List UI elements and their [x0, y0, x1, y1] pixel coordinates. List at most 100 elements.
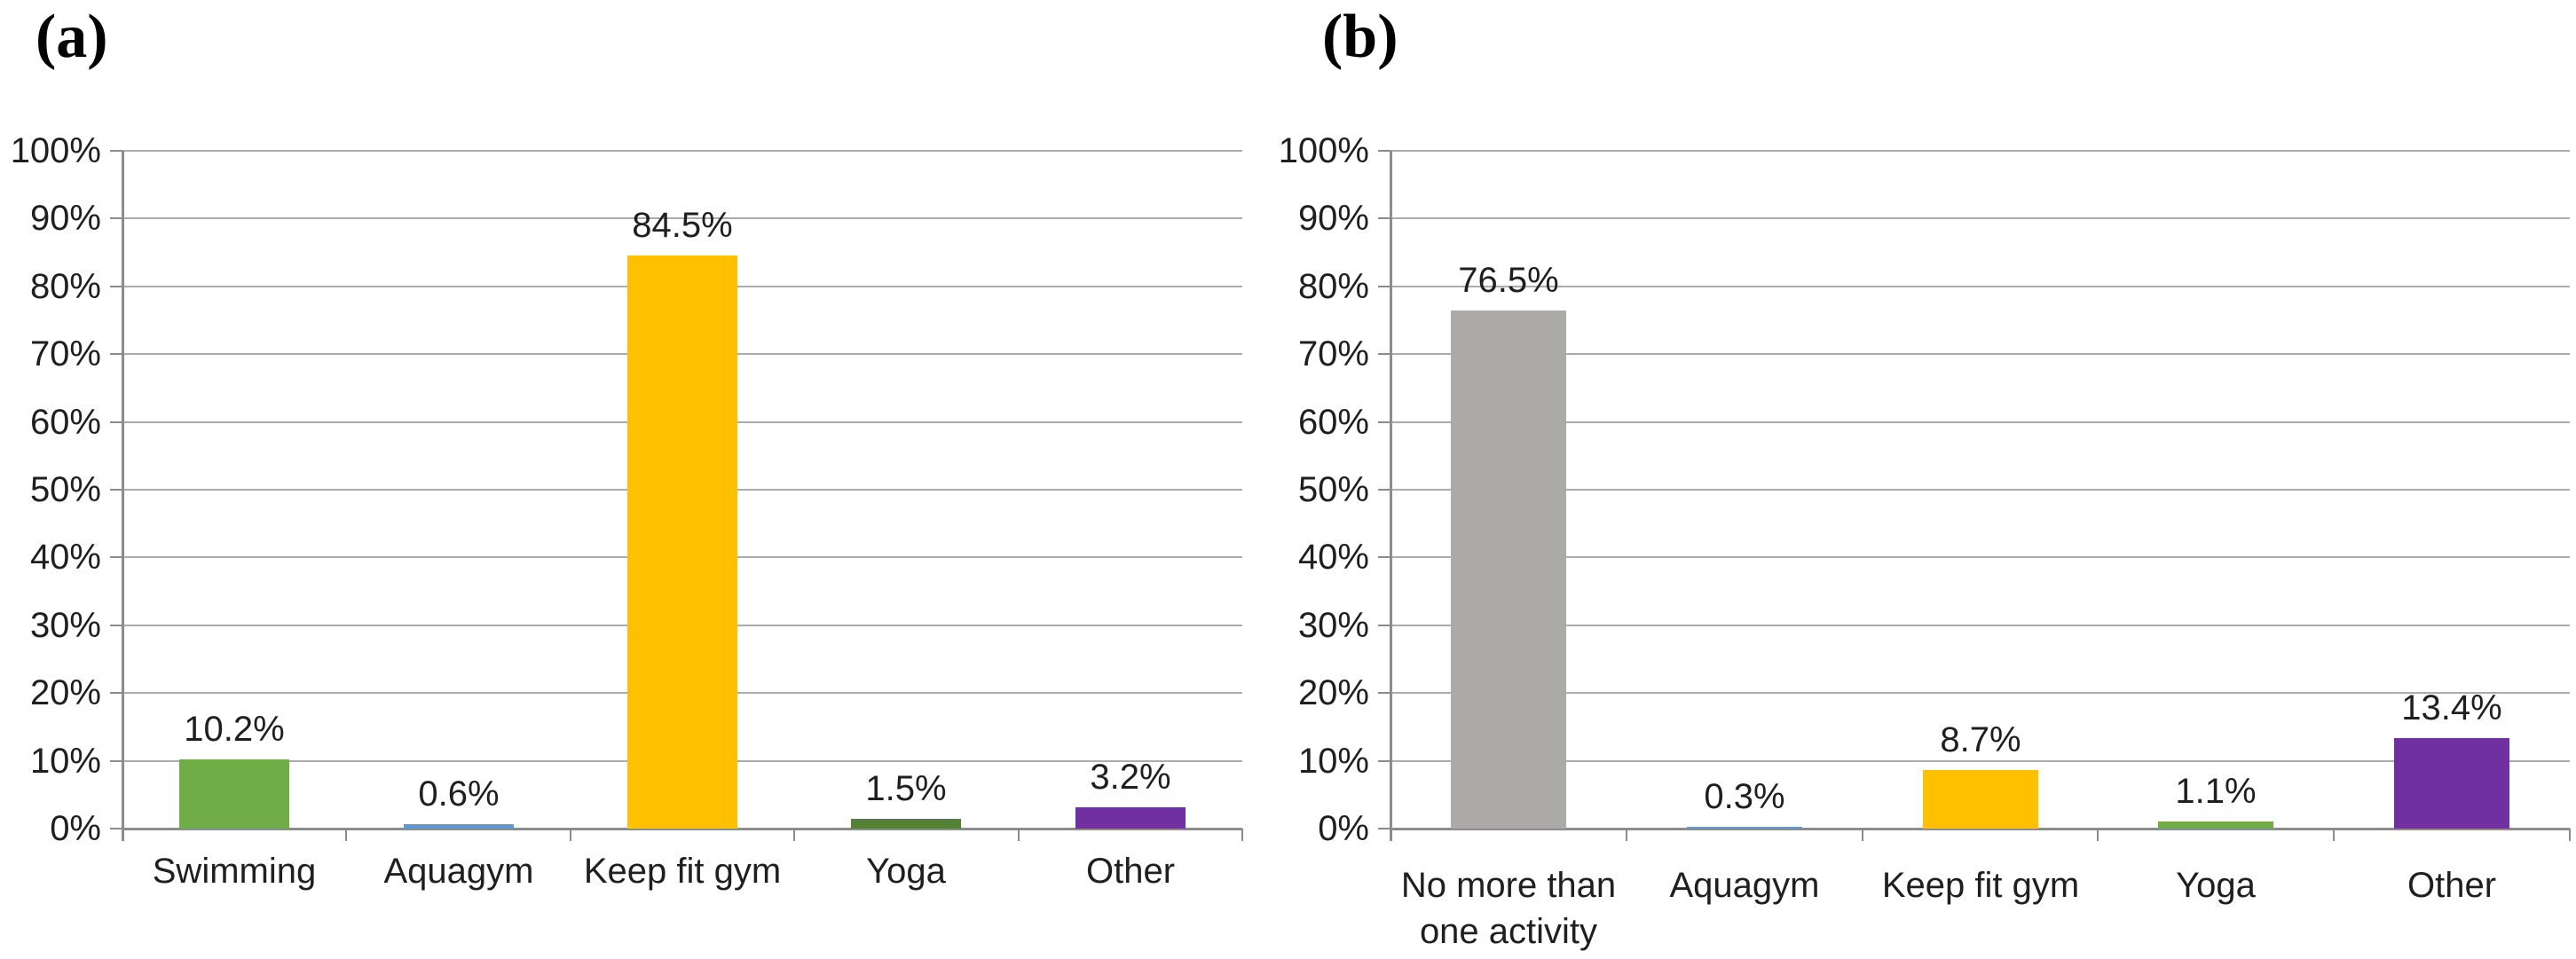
y-axis-tick-label: 100%: [10, 131, 101, 170]
y-axis-tick-label: 20%: [29, 673, 101, 712]
y-axis-tick-60%: [110, 421, 122, 423]
y-axis-tick-label: 50%: [29, 470, 101, 509]
gridline-100pct: [1390, 150, 2570, 152]
category-label: Other: [989, 848, 1272, 894]
y-axis-tick-60%: [1378, 421, 1390, 423]
x-axis-tick: [122, 829, 123, 841]
bar-value-label: 10.2%: [184, 710, 285, 749]
category-label: Yoga: [764, 848, 1048, 894]
category-label-line: Keep fit gym: [583, 852, 782, 891]
gridline-70pct: [1390, 353, 2570, 355]
y-axis-tick-20%: [110, 692, 122, 694]
y-axis-tick-label: 90%: [29, 199, 101, 238]
category-label: Aquagym: [1603, 862, 1887, 908]
bar-aquagym: [404, 824, 514, 829]
y-axis-tick-label: 40%: [1297, 538, 1369, 577]
bar-value-label: 13.4%: [2401, 688, 2502, 727]
panel-b-letter-label: (b): [1322, 3, 1398, 71]
y-axis-tick-70%: [1378, 353, 1390, 355]
category-label-line: Yoga: [2176, 866, 2256, 905]
bar-keep-fit-gym: [627, 255, 737, 829]
y-axis-tick-label: 80%: [1297, 267, 1369, 306]
category-label: Other: [2310, 862, 2576, 908]
bar-value-label: 3.2%: [1090, 758, 1171, 797]
panel-a-letter-label: (a): [35, 3, 108, 71]
bar-value-label: 76.5%: [1458, 261, 1559, 300]
y-axis-tick-label: 60%: [29, 403, 101, 442]
y-axis-line: [122, 151, 124, 841]
y-axis-tick-label: 10%: [1297, 742, 1369, 781]
category-label: No more than one activity: [1367, 862, 1650, 955]
y-axis-tick-label: 70%: [1297, 334, 1369, 373]
y-axis-tick-label: 50%: [1297, 470, 1369, 509]
y-axis-tick-20%: [1378, 692, 1390, 694]
x-axis-line: [122, 828, 1242, 830]
y-axis-tick-80%: [1378, 286, 1390, 287]
category-label-line: Other: [1085, 852, 1176, 891]
y-axis-tick-label: 10%: [29, 742, 101, 781]
bar-keep-fit-gym: [1923, 770, 2038, 829]
gridline-80pct: [1390, 286, 2570, 287]
category-label-line: Other: [2407, 866, 2497, 905]
y-axis-tick-90%: [1378, 217, 1390, 219]
gridline-90pct: [1390, 217, 2570, 219]
x-axis-tick: [2333, 829, 2335, 841]
bar-swimming: [179, 759, 289, 829]
y-axis-tick-label: 20%: [1297, 673, 1369, 712]
x-axis-tick: [2569, 829, 2571, 841]
x-axis-tick: [1018, 829, 1020, 841]
y-axis-tick-100%: [1378, 150, 1390, 152]
category-label-line: Aquagym: [1669, 866, 1820, 905]
bar-value-label: 0.3%: [1704, 777, 1785, 816]
bar-value-label: 0.6%: [418, 774, 500, 814]
y-axis-tick-10%: [110, 760, 122, 762]
y-axis-tick-0%: [110, 828, 122, 829]
y-axis-line: [1390, 151, 1392, 841]
y-axis-tick-80%: [110, 286, 122, 287]
category-label-line: Yoga: [866, 852, 946, 891]
x-axis-tick: [1241, 829, 1243, 841]
y-axis-tick-70%: [110, 353, 122, 355]
y-axis-tick-label: 100%: [1278, 131, 1369, 170]
y-axis-tick-40%: [1378, 556, 1390, 558]
category-label-line: Keep fit gym: [1881, 866, 2080, 905]
category-label: Keep fit gym: [540, 848, 824, 894]
category-label-line: Swimming: [152, 852, 317, 891]
bar-value-label: 1.1%: [2175, 772, 2257, 811]
gridline-100pct: [122, 150, 1242, 152]
category-label: Keep fit gym: [1839, 862, 2123, 908]
gridline-50pct: [1390, 489, 2570, 491]
gridline-20pct: [1390, 692, 2570, 694]
bar-value-label: 1.5%: [865, 769, 947, 808]
x-axis-tick: [2097, 829, 2099, 841]
bar-yoga: [2158, 821, 2273, 829]
x-axis-line: [1390, 828, 2570, 830]
bar-aquagym: [1687, 827, 1802, 829]
y-axis-tick-100%: [110, 150, 122, 152]
y-axis-tick-label: 60%: [1297, 403, 1369, 442]
y-axis-tick-0%: [1378, 828, 1390, 829]
bar-value-label: 84.5%: [632, 206, 733, 245]
y-axis-tick-30%: [110, 625, 122, 626]
x-axis-tick: [1862, 829, 1863, 841]
y-axis-tick-label: 80%: [29, 267, 101, 306]
category-label-line: one activity: [1419, 912, 1598, 951]
x-axis-tick: [1626, 829, 1627, 841]
x-axis-tick: [570, 829, 571, 841]
y-axis-tick-50%: [110, 489, 122, 491]
y-axis-tick-50%: [1378, 489, 1390, 491]
y-axis-tick-label: 40%: [29, 538, 101, 577]
bar-value-label: 8.7%: [1940, 720, 2021, 759]
y-axis-tick-10%: [1378, 760, 1390, 762]
y-axis-tick-90%: [110, 217, 122, 219]
bar-yoga: [851, 819, 961, 829]
x-axis-tick: [345, 829, 347, 841]
y-axis-tick-label: 90%: [1297, 199, 1369, 238]
y-axis-tick-label: 70%: [29, 334, 101, 373]
category-label-line: Aquagym: [383, 852, 534, 891]
bar-other: [2394, 738, 2509, 829]
y-axis-tick-label: 0%: [50, 809, 101, 848]
category-label: Aquagym: [317, 848, 601, 894]
